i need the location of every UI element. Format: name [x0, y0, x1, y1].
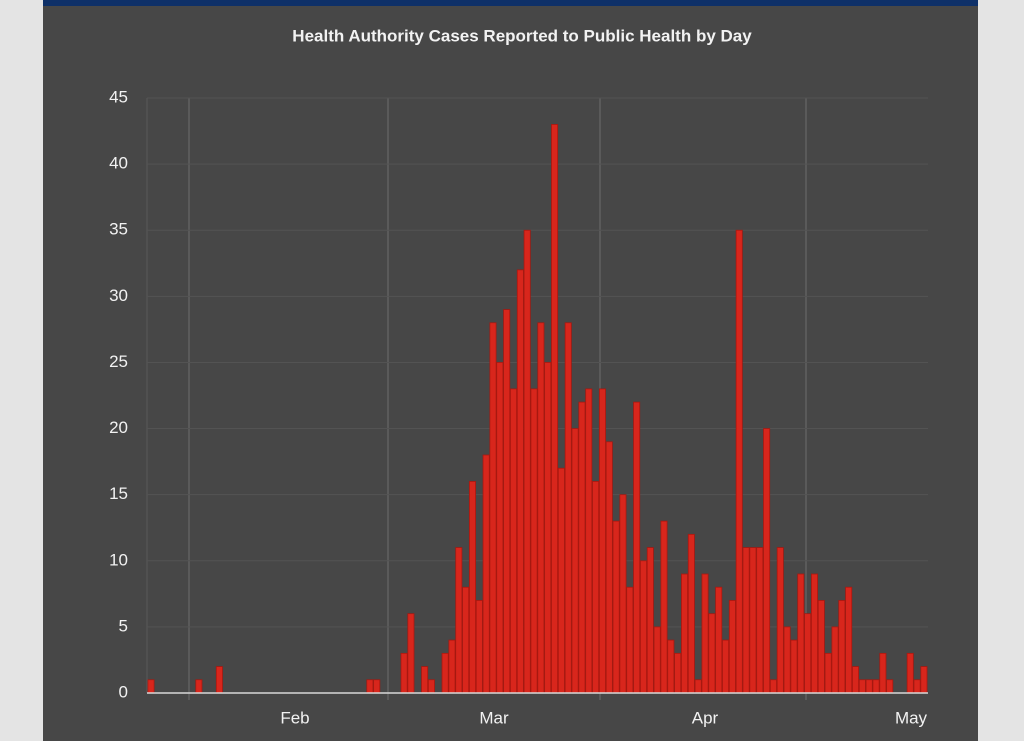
y-tick-label: 5 [119, 616, 128, 635]
bar [694, 679, 702, 694]
bar [646, 547, 654, 694]
bar [858, 679, 866, 694]
bar [879, 652, 887, 694]
bar [674, 652, 682, 694]
bar [489, 322, 497, 694]
bar [824, 652, 832, 694]
bar [906, 652, 914, 694]
bar [886, 679, 894, 694]
bar [790, 639, 798, 694]
bar [612, 520, 620, 694]
bar [804, 613, 812, 694]
bar [626, 586, 634, 694]
bar [400, 652, 408, 694]
bar [421, 666, 429, 694]
bar [544, 362, 552, 694]
y-tick-label: 35 [109, 220, 128, 239]
bar [619, 494, 627, 694]
bar [660, 520, 668, 694]
bar [551, 124, 559, 694]
bar [810, 573, 818, 694]
bar [605, 441, 613, 694]
bar [195, 679, 203, 694]
bar [373, 679, 381, 694]
bar [817, 600, 825, 694]
bar [503, 309, 511, 694]
bar [749, 547, 757, 694]
bar [735, 229, 743, 694]
bar [633, 401, 641, 694]
bar [496, 362, 504, 694]
bar [366, 679, 374, 694]
bar [482, 454, 490, 694]
bar [516, 269, 524, 694]
bar [462, 586, 470, 694]
bar [557, 467, 565, 694]
bar [571, 428, 579, 694]
bar [687, 533, 695, 694]
bar [475, 600, 483, 694]
bar [913, 679, 921, 694]
bar [715, 586, 723, 694]
bar [728, 600, 736, 694]
top-bar [43, 0, 978, 6]
x-tick-label: Feb [280, 708, 309, 727]
bar [407, 613, 415, 694]
bar [441, 652, 449, 694]
bar [701, 573, 709, 694]
bar [756, 547, 764, 694]
bar [769, 679, 777, 694]
bar [147, 679, 155, 694]
bar [592, 481, 600, 694]
bar [776, 547, 784, 694]
y-tick-label: 30 [109, 286, 128, 305]
bar [448, 639, 456, 694]
bar [598, 388, 606, 694]
y-tick-label: 0 [119, 682, 128, 701]
bar [797, 573, 805, 694]
bar [708, 613, 716, 694]
y-tick-label: 20 [109, 418, 128, 437]
bar [585, 388, 593, 694]
bar [852, 666, 860, 694]
bar [530, 388, 538, 694]
bar [578, 401, 586, 694]
chart-title: Health Authority Cases Reported to Publi… [292, 26, 752, 45]
y-tick-label: 45 [109, 87, 128, 106]
bar [920, 666, 928, 694]
bar [667, 639, 675, 694]
bar [523, 229, 531, 694]
bar [865, 679, 873, 694]
bar [215, 666, 223, 694]
bar [537, 322, 545, 694]
bar [722, 639, 730, 694]
bar [564, 322, 572, 694]
bar [639, 560, 647, 694]
bar [742, 547, 750, 694]
bar [510, 388, 518, 694]
bar [872, 679, 880, 694]
x-tick-label: Apr [692, 708, 719, 727]
bar [653, 626, 661, 694]
bar [455, 547, 463, 694]
y-tick-label: 25 [109, 352, 128, 371]
bar [427, 679, 435, 694]
bar [783, 626, 791, 694]
bar [845, 586, 853, 694]
x-tick-label: Mar [479, 708, 509, 727]
bar [763, 428, 771, 694]
bar [838, 600, 846, 694]
bar [681, 573, 689, 694]
x-tick-label: May [895, 708, 928, 727]
bar [831, 626, 839, 694]
bar [468, 481, 476, 694]
y-tick-label: 15 [109, 484, 128, 503]
y-tick-label: 10 [109, 550, 128, 569]
y-tick-label: 40 [109, 154, 128, 173]
